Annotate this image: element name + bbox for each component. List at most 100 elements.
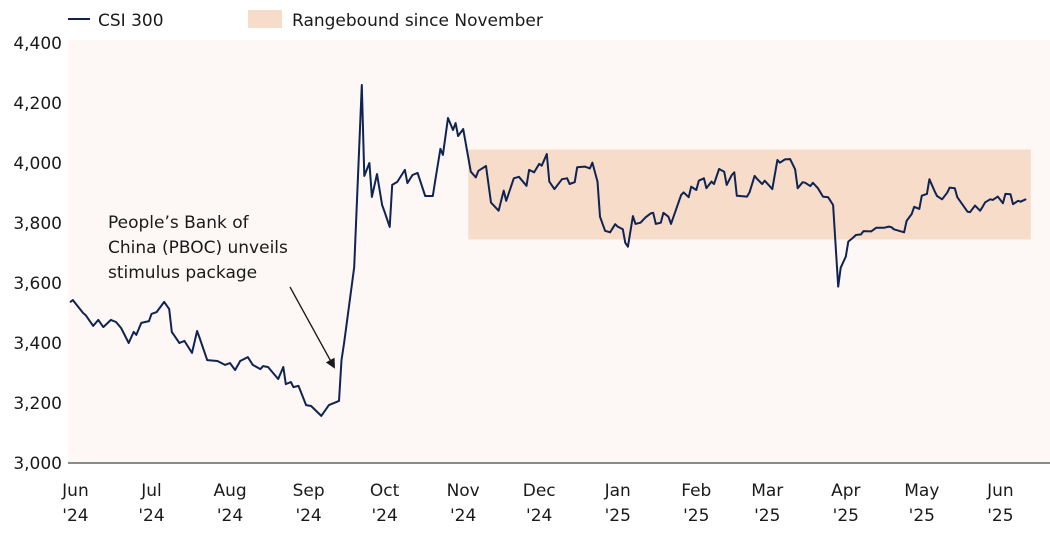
data-point xyxy=(670,223,672,225)
data-point xyxy=(875,227,877,229)
y-tick-label: 4,000 xyxy=(13,154,62,174)
data-point xyxy=(794,168,796,171)
data-point xyxy=(533,171,535,174)
data-point xyxy=(148,320,150,322)
data-point xyxy=(847,240,850,243)
data-point xyxy=(290,381,292,383)
data-point xyxy=(168,308,170,310)
data-point xyxy=(416,172,419,174)
data-point xyxy=(447,117,449,119)
data-point xyxy=(883,227,885,229)
data-point xyxy=(616,225,619,228)
data-point xyxy=(690,185,692,188)
data-point xyxy=(589,167,591,170)
data-point xyxy=(548,180,551,183)
x-tick-year: '24 xyxy=(138,506,164,526)
x-tick-month: Jun xyxy=(986,481,1014,501)
data-point xyxy=(753,175,756,177)
data-point xyxy=(862,230,865,232)
data-point xyxy=(634,223,637,225)
x-tick-year: '25 xyxy=(754,506,780,526)
data-point xyxy=(320,415,323,417)
data-point xyxy=(763,179,766,182)
data-point xyxy=(178,342,181,344)
data-point xyxy=(546,153,548,155)
data-point xyxy=(513,177,515,180)
x-tick-month: Jan xyxy=(604,481,631,501)
x-tick-month: Sep xyxy=(293,481,325,501)
legend: CSI 300 Rangebound since November xyxy=(68,10,543,31)
data-point xyxy=(561,178,563,180)
data-point xyxy=(497,209,500,212)
data-point xyxy=(905,220,908,222)
data-point xyxy=(705,187,708,189)
data-point xyxy=(756,178,758,180)
data-point xyxy=(171,331,173,333)
data-point xyxy=(454,122,457,124)
data-point xyxy=(1024,198,1027,201)
data-point xyxy=(388,226,391,228)
data-point xyxy=(477,170,480,172)
annotation-line-2: China (PBOC) unveils xyxy=(108,238,288,258)
data-point xyxy=(69,301,72,303)
y-tick-label: 3,800 xyxy=(13,214,62,234)
data-point xyxy=(718,168,720,170)
data-point xyxy=(984,201,986,204)
data-point xyxy=(135,334,138,336)
data-point xyxy=(573,181,576,183)
data-point xyxy=(933,190,936,192)
data-point xyxy=(779,161,781,164)
x-tick-year: '25 xyxy=(987,506,1013,526)
data-point xyxy=(989,198,991,201)
data-point xyxy=(736,194,738,197)
plot-background xyxy=(68,40,1050,463)
data-point xyxy=(150,313,153,315)
data-point xyxy=(961,203,964,206)
data-point xyxy=(644,216,647,219)
data-point xyxy=(992,199,994,201)
data-point xyxy=(761,183,763,185)
data-point xyxy=(191,352,193,354)
data-point xyxy=(120,327,122,329)
data-point xyxy=(946,191,948,194)
data-point xyxy=(262,365,264,367)
data-point xyxy=(801,181,804,183)
data-point xyxy=(827,196,829,198)
y-tick-label: 4,400 xyxy=(13,34,62,54)
data-point xyxy=(72,299,74,301)
data-point xyxy=(710,180,713,183)
data-point xyxy=(624,242,627,244)
data-point xyxy=(893,228,895,231)
data-point xyxy=(92,325,94,327)
annotation-line-1: People’s Bank of xyxy=(108,213,250,233)
data-point xyxy=(746,195,748,198)
data-point xyxy=(845,255,847,258)
data-point xyxy=(568,183,571,185)
data-point xyxy=(528,169,530,171)
x-tick-month: Jun xyxy=(61,481,89,501)
data-point xyxy=(457,135,459,137)
x-axis: Jun '24 Jul '24 Aug '24 Sep '24 Oct '24 Nov '24 Dec '… xyxy=(61,481,1013,526)
data-point xyxy=(163,301,165,303)
data-point xyxy=(698,179,700,182)
data-point xyxy=(505,200,508,202)
x-tick-year: '24 xyxy=(62,506,88,526)
data-point xyxy=(376,173,378,175)
data-point xyxy=(1012,203,1014,205)
x-tick-month: Mar xyxy=(751,481,783,501)
data-point xyxy=(660,221,662,224)
data-point xyxy=(183,340,186,342)
y-tick-label: 3,000 xyxy=(13,454,62,474)
data-point xyxy=(127,342,130,344)
data-point xyxy=(1017,200,1019,202)
data-point xyxy=(224,364,226,366)
legend-label-rangebound: Rangebound since November xyxy=(292,11,543,31)
data-point xyxy=(343,342,345,344)
data-point xyxy=(229,362,231,364)
x-tick-year: '24 xyxy=(450,506,476,526)
data-point xyxy=(599,215,601,218)
data-point xyxy=(115,321,117,323)
data-point xyxy=(890,226,893,228)
data-point xyxy=(538,163,540,165)
data-point xyxy=(789,158,791,160)
